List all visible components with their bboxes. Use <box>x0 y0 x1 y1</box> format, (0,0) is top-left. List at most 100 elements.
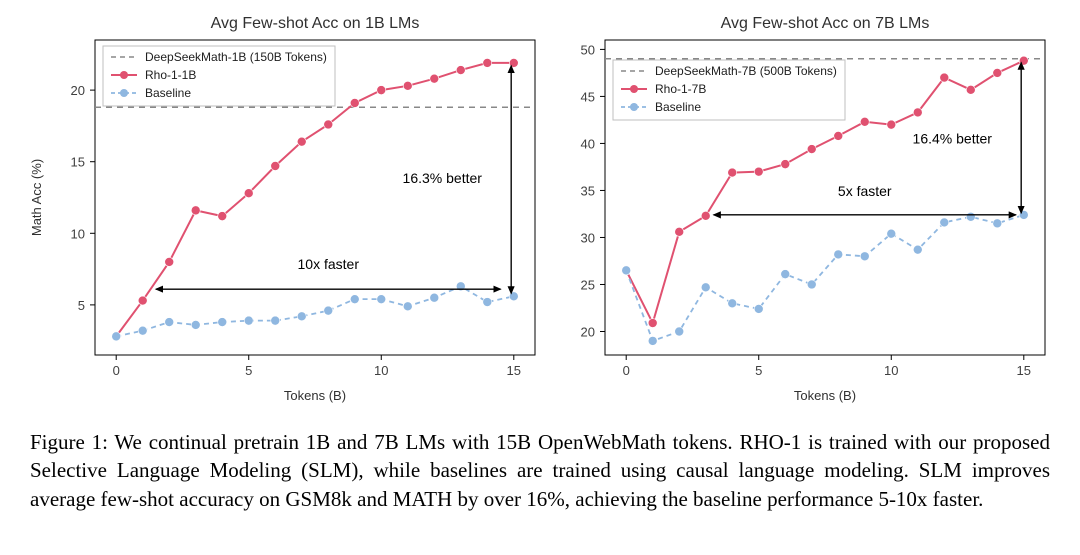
series-line <box>626 215 1024 341</box>
series-marker <box>297 312 306 321</box>
y-axis-label: Math Acc (%) <box>29 159 44 236</box>
series-marker <box>350 295 359 304</box>
legend-label: DeepSeekMath-7B (500B Tokens) <box>655 64 837 78</box>
xtick-label: 10 <box>884 363 898 378</box>
ytick-label: 50 <box>581 42 595 57</box>
ytick-label: 10 <box>71 226 85 241</box>
series-marker <box>138 296 147 305</box>
x-axis-label: Tokens (B) <box>794 388 856 403</box>
legend-label: Baseline <box>655 100 701 114</box>
legend-label: DeepSeekMath-1B (150B Tokens) <box>145 50 327 64</box>
legend-label: Baseline <box>145 86 191 100</box>
series-marker <box>430 293 439 302</box>
series-marker <box>112 332 121 341</box>
left-chart: Avg Few-shot Acc on 1B LMs 0 5 10 15 5 10 15 20 T… <box>25 10 545 410</box>
series-marker <box>483 58 492 67</box>
legend-swatch <box>120 89 128 97</box>
series-marker <box>165 257 174 266</box>
series-marker <box>165 318 174 327</box>
ytick-label: 20 <box>71 83 85 98</box>
series-marker <box>403 302 412 311</box>
xtick-label: 0 <box>623 363 630 378</box>
series-marker <box>271 162 280 171</box>
series-marker <box>754 304 763 313</box>
h-arrow-label: 5x faster <box>838 183 892 199</box>
v-arrow-label: 16.4% better <box>913 130 993 146</box>
series-marker <box>940 218 949 227</box>
series-marker <box>966 85 975 94</box>
ytick-label: 35 <box>581 183 595 198</box>
v-arrow-label: 16.3% better <box>403 170 483 186</box>
series-marker <box>648 319 657 328</box>
series-marker <box>244 189 253 198</box>
series-marker <box>860 252 869 261</box>
ytick-label: 15 <box>71 155 85 170</box>
series-marker <box>271 316 280 325</box>
legend-swatch <box>630 103 638 111</box>
figure-label: Figure 1: <box>30 430 108 454</box>
series-marker <box>860 117 869 126</box>
series-marker <box>456 66 465 75</box>
ytick-label: 30 <box>581 230 595 245</box>
series-marker <box>887 120 896 129</box>
series-marker <box>675 227 684 236</box>
ytick-label: 40 <box>581 136 595 151</box>
series-marker <box>781 270 790 279</box>
ytick-label: 45 <box>581 89 595 104</box>
series-line <box>116 286 514 336</box>
ytick-label: 5 <box>78 298 85 313</box>
series-marker <box>138 326 147 335</box>
right-chart: Avg Few-shot Acc on 7B LMs 0 5 10 15 20 25 30 35… <box>555 10 1055 410</box>
series-marker <box>754 167 763 176</box>
series-marker <box>728 168 737 177</box>
series-marker <box>675 327 684 336</box>
series-marker <box>940 73 949 82</box>
ytick-label: 25 <box>581 277 595 292</box>
series-marker <box>913 245 922 254</box>
xtick-label: 5 <box>755 363 762 378</box>
series-marker <box>297 137 306 146</box>
series-marker <box>191 320 200 329</box>
caption-text: We continual pretrain 1B and 7B LMs with… <box>30 430 1050 511</box>
series-marker <box>993 219 1002 228</box>
series-marker <box>324 306 333 315</box>
series-marker <box>483 298 492 307</box>
xtick-label: 15 <box>507 363 521 378</box>
series-marker <box>781 160 790 169</box>
series-marker <box>218 318 227 327</box>
series-marker <box>913 108 922 117</box>
series-marker <box>966 212 975 221</box>
series-marker <box>701 211 710 220</box>
xtick-label: 10 <box>374 363 388 378</box>
series-marker <box>993 68 1002 77</box>
series-marker <box>377 86 386 95</box>
series-marker <box>218 212 227 221</box>
chart-title: Avg Few-shot Acc on 7B LMs <box>721 15 930 32</box>
series-marker <box>350 99 359 108</box>
ytick-label: 20 <box>581 324 595 339</box>
xtick-label: 15 <box>1017 363 1031 378</box>
series-marker <box>191 206 200 215</box>
figure-container: Avg Few-shot Acc on 1B LMs 0 5 10 15 5 10 15 20 T… <box>0 0 1080 533</box>
series-marker <box>622 266 631 275</box>
series-marker <box>377 295 386 304</box>
chart-title: Avg Few-shot Acc on 1B LMs <box>211 15 420 32</box>
series-marker <box>430 74 439 83</box>
series-marker <box>701 283 710 292</box>
x-axis-label: Tokens (B) <box>284 388 346 403</box>
legend-swatch <box>630 85 638 93</box>
series-marker <box>324 120 333 129</box>
figure-caption: Figure 1: We continual pretrain 1B and 7… <box>30 428 1050 513</box>
legend-label: Rho-1-1B <box>145 68 196 82</box>
legend-label: Rho-1-7B <box>655 82 706 96</box>
xtick-label: 0 <box>113 363 120 378</box>
xtick-label: 5 <box>245 363 252 378</box>
h-arrow-label: 10x faster <box>298 256 360 272</box>
series-marker <box>648 336 657 345</box>
series-marker <box>834 131 843 140</box>
series-marker <box>807 280 816 289</box>
series-marker <box>807 145 816 154</box>
series-marker <box>244 316 253 325</box>
series-marker <box>728 299 737 308</box>
charts-row: Avg Few-shot Acc on 1B LMs 0 5 10 15 5 10 15 20 T… <box>30 10 1050 410</box>
